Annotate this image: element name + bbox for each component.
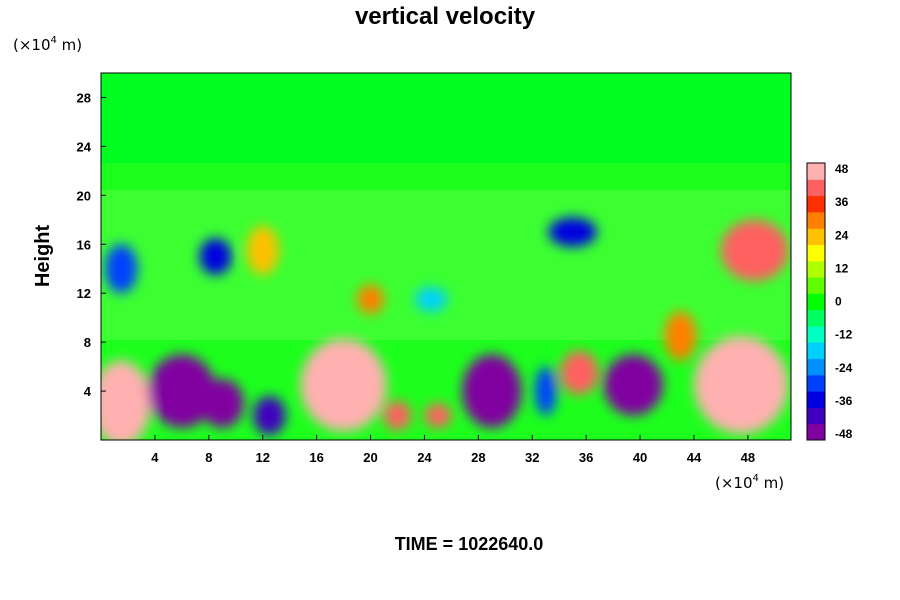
colorbar-swatch <box>807 277 825 294</box>
x-tick-label: 28 <box>471 450 485 465</box>
colorbar-swatch <box>807 228 825 245</box>
y-tick-label: 16 <box>77 237 91 252</box>
colorbar-swatch <box>807 260 825 278</box>
velocity-field <box>101 73 791 440</box>
x-tick-label: 12 <box>255 450 269 465</box>
x-tick-label: 8 <box>205 450 212 465</box>
colorbar-swatch <box>807 358 825 376</box>
velocity-region-4 <box>300 338 387 432</box>
y-tick-label: 4 <box>84 384 92 399</box>
chart-title: vertical velocity <box>355 3 536 30</box>
colorbar-swatch <box>807 195 825 213</box>
x-axis-unit: (×104 m) <box>715 473 784 492</box>
y-axis-unit: (×104 m) <box>13 35 82 54</box>
colorbar-swatch <box>807 325 825 343</box>
x-tick-label: 32 <box>525 450 539 465</box>
colorbar-swatch <box>807 293 825 311</box>
velocity-region-5 <box>384 400 411 431</box>
velocity-region-8 <box>534 366 557 416</box>
velocity-region-2 <box>200 378 244 428</box>
velocity-region-14 <box>199 238 232 275</box>
y-tick-label: 8 <box>84 335 91 350</box>
colorbar-swatch <box>807 309 825 327</box>
x-axis-unit-exponent: 4 <box>753 473 759 484</box>
velocity-region-10 <box>603 354 663 416</box>
colorbar-swatch <box>807 244 825 262</box>
x-tick-label: 16 <box>309 450 323 465</box>
velocity-region-6 <box>424 403 452 428</box>
y-tick-label: 12 <box>77 286 91 301</box>
y-axis-unit-exponent: 4 <box>51 35 57 46</box>
x-tick-label: 36 <box>579 450 593 465</box>
colorbar-swatch <box>807 391 825 408</box>
upper-calm-band <box>101 73 791 163</box>
colorbar-tick-label: 12 <box>835 261 849 275</box>
velocity-region-19 <box>415 287 448 312</box>
velocity-region-13 <box>246 225 279 275</box>
velocity-region-7 <box>462 354 522 428</box>
velocity-region-18 <box>357 284 385 314</box>
x-tick-label: 20 <box>363 450 377 465</box>
x-tick-label: 44 <box>687 450 702 465</box>
colorbar-swatch <box>807 407 825 425</box>
plot-frame <box>100 72 792 441</box>
x-tick-label: 24 <box>417 450 432 465</box>
colorbar-tick-label: 48 <box>835 162 849 176</box>
colorbar: 48 36 24 12 0 -12 -24 -36 -48 <box>806 162 853 441</box>
x-tick-label: 48 <box>741 450 755 465</box>
colorbar-swatch <box>807 163 825 180</box>
x-tick-label: 40 <box>633 450 647 465</box>
colorbar-swatch <box>807 179 825 197</box>
velocity-region-1 <box>148 354 216 428</box>
velocity-region-9 <box>560 350 599 395</box>
y-tick-label: 28 <box>77 90 91 105</box>
x-tick-label: 4 <box>151 450 159 465</box>
colorbar-swatch <box>807 342 825 360</box>
colorbar-tick-label: 0 <box>835 295 842 309</box>
y-tick-label: 24 <box>77 139 92 154</box>
colorbar-swatch <box>807 423 825 441</box>
colorbar-swatch <box>807 211 825 229</box>
colorbar-tick-label: -36 <box>835 394 853 408</box>
colorbar-tick-label: -12 <box>835 328 853 342</box>
velocity-region-11 <box>693 336 789 434</box>
velocity-region-17 <box>664 311 697 361</box>
colorbar-frame <box>806 162 826 441</box>
colorbar-tick-label: -48 <box>835 427 853 441</box>
colorbar-tick-label: -24 <box>835 361 853 375</box>
colorbar-swatch <box>807 374 825 392</box>
time-label: TIME = 1022640.0 <box>395 534 544 554</box>
velocity-region-16 <box>548 217 597 247</box>
velocity-region-3 <box>253 395 286 436</box>
velocity-region-0 <box>101 360 151 440</box>
velocity-region-12 <box>720 219 789 281</box>
velocity-region-15 <box>105 244 138 294</box>
y-axis-label: Height <box>32 225 54 288</box>
colorbar-tick-label: 36 <box>835 195 849 209</box>
colorbar-tick-label: 24 <box>835 228 849 242</box>
y-tick-label: 20 <box>77 188 91 203</box>
